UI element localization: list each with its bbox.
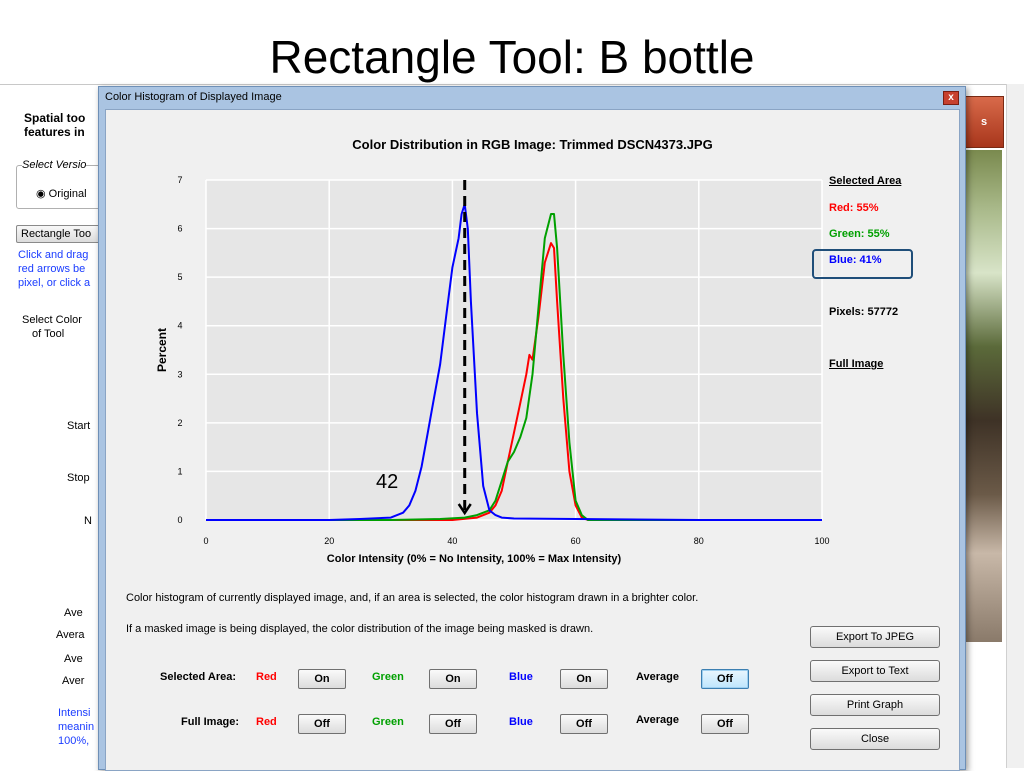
export-text-button[interactable]: Export to Text [810,660,940,682]
legend-selected-area[interactable]: Selected Area [829,175,902,187]
bg-help-line1: Click and drag [18,249,89,261]
bg-heading-line1: Spatial too [24,111,86,125]
legend-green: Green: 55% [829,228,890,240]
original-radio[interactable]: ◉ Original [36,187,87,200]
num-label: N [84,515,92,527]
y-tick-label: 7 [177,175,182,185]
y-tick-label: 6 [177,224,182,234]
chart-title: Color Distribution in RGB Image: Trimmed… [352,137,713,152]
full-image-label: Full Image: [181,716,240,728]
bg-heading-line2: features in [24,125,85,139]
dialog-title: Color Histogram of Displayed Image [105,91,282,103]
full-average-label: Average [636,714,680,726]
series-line-green [206,213,822,521]
selected-area-label: Selected Area: [160,671,237,683]
series-line-blue [206,203,822,521]
background-red-button[interactable]: s [964,96,1004,148]
export-jpeg-button[interactable]: Export To JPEG [810,626,940,648]
radio-icon: ◉ [36,188,49,200]
stop-label: Stop [67,472,90,484]
full-blue-toggle[interactable]: Off [560,714,608,734]
selected-green-toggle[interactable]: On [429,669,477,689]
ave-label-4: Aver [62,675,85,687]
intensity-line2: meanin [58,721,95,733]
select-version-label: Select Versio [22,159,87,171]
full-green-label: Green [372,716,404,728]
start-label: Start [67,420,91,432]
rectangle-tool-button[interactable]: Rectangle Too [16,225,108,243]
legend-pixels: Pixels: 57772 [829,306,899,318]
x-tick-label: 100 [814,536,829,546]
background-scrollbar[interactable] [1006,84,1024,768]
y-tick-label: 5 [177,272,182,282]
y-tick-label: 1 [177,466,182,476]
y-tick-label: 0 [177,515,182,525]
bg-help-line3: pixel, or click a [18,277,91,289]
background-photo [964,150,1002,642]
dialog-close-icon[interactable]: x [943,91,959,105]
full-red-toggle[interactable]: Off [298,714,346,734]
x-tick-label: 60 [571,536,581,546]
bg-help-line2: red arrows be [18,263,86,275]
full-green-toggle[interactable]: Off [429,714,477,734]
full-average-toggle[interactable]: Off [701,714,749,734]
selected-red-toggle[interactable]: On [298,669,346,689]
selected-blue-toggle[interactable]: On [560,669,608,689]
y-tick-label: 3 [177,369,182,379]
intensity-line3: 100%, [58,735,90,747]
of-tool-label: of Tool [32,328,65,340]
x-tick-label: 20 [324,536,334,546]
legend-blue: Blue: 41% [829,254,882,266]
full-blue-label: Blue [509,716,533,728]
legend-red: Red: 55% [829,202,879,214]
y-axis-label: Percent [155,328,169,372]
x-axis-label: Color Intensity (0% = No Intensity, 100%… [327,553,622,565]
caption-line2: If a masked image is being displayed, th… [126,623,594,635]
original-radio-label: Original [48,188,87,200]
selected-average-label: Average [636,671,680,683]
x-tick-label: 40 [447,536,457,546]
caption-line1: Color histogram of currently displayed i… [126,592,699,604]
full-red-label: Red [256,716,277,728]
histogram-chart: 0 20 40 60 80 100 0 1 2 3 4 5 6 7 Color Intensity (0% … [155,175,830,565]
y-tick-label: 4 [177,321,182,331]
annotation-42: 42 [376,471,399,493]
legend-full-image[interactable]: Full Image [829,358,884,370]
select-color-label: Select Color [22,314,82,326]
x-tick-label: 0 [203,536,208,546]
selected-average-toggle[interactable]: Off [701,669,749,689]
print-graph-button[interactable]: Print Graph [810,694,940,716]
ave-label-1: Ave [64,607,83,619]
intensity-line1: Intensi [58,707,91,719]
ave-label-2: Avera [56,629,85,641]
y-tick-label: 2 [177,418,182,428]
histogram-dialog: Color Histogram of Displayed Image x Col… [98,86,966,771]
ave-label-3: Ave [64,653,83,665]
dialog-client-area: Color Distribution in RGB Image: Trimmed… [105,109,960,771]
plot-area [206,180,822,520]
selected-red-label: Red [256,671,277,683]
x-tick-label: 80 [694,536,704,546]
selected-blue-label: Blue [509,671,533,683]
close-button[interactable]: Close [810,728,940,750]
arrow-down-icon [457,503,472,516]
slide-title: Rectangle Tool: B bottle [269,31,755,83]
blue-highlight-box [812,249,913,279]
selected-green-label: Green [372,671,404,683]
